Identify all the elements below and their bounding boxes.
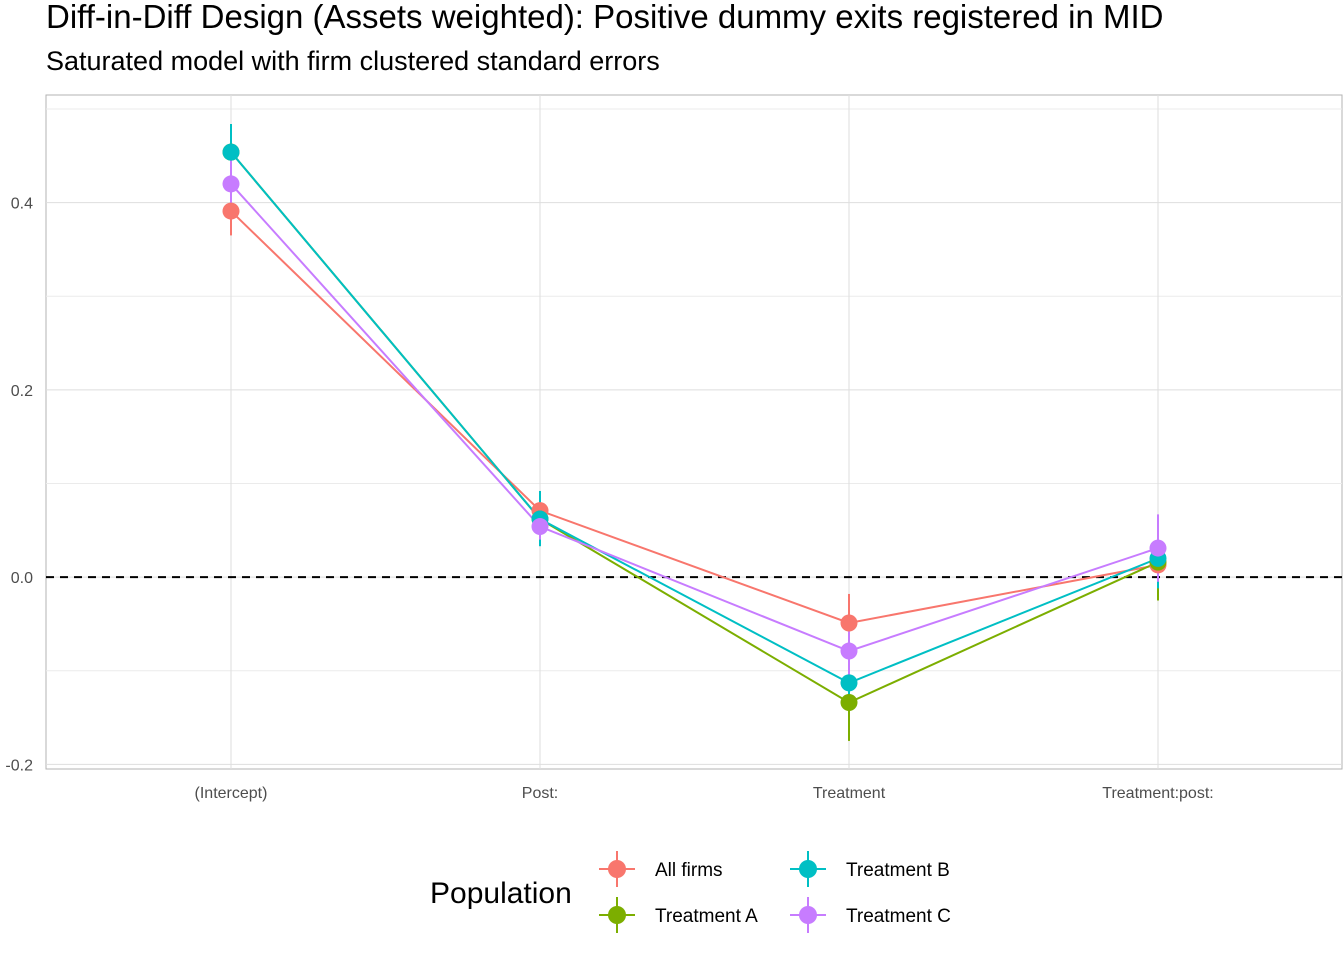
panel-border bbox=[45, 94, 1343, 770]
legend-item-treatment-a: Treatment A bbox=[599, 897, 758, 933]
x-tick-label: Treatment:post: bbox=[1102, 785, 1213, 802]
series-line bbox=[230, 183, 1159, 653]
legend-title: Population bbox=[430, 877, 572, 910]
legend: Population All firms Treatment A Treatment … bbox=[430, 851, 951, 933]
data-point bbox=[840, 614, 858, 632]
series-all-firms bbox=[230, 185, 1159, 652]
legend-key-point bbox=[608, 860, 626, 878]
series-layer bbox=[222, 124, 1167, 741]
data-point bbox=[222, 143, 240, 161]
points-treatment-c bbox=[222, 175, 1167, 660]
series-treatment-b bbox=[230, 124, 1159, 704]
legend-label: Treatment B bbox=[846, 860, 950, 881]
points-treatment-b bbox=[222, 143, 1167, 692]
points-treatment-a bbox=[222, 143, 1167, 712]
chart-title: Diff-in-Diff Design (Assets weighted): P… bbox=[46, 0, 1164, 35]
axis-layer: -0.2 0.0 0.2 0.4 (Intercept) Post: Treatment Tr… bbox=[5, 196, 1213, 802]
legend-key-point bbox=[799, 906, 817, 924]
legend-label: Treatment A bbox=[655, 906, 758, 927]
chart-subtitle: Saturated model with firm clustered stan… bbox=[46, 46, 660, 76]
y-tick-label: 0.2 bbox=[11, 383, 33, 400]
series-line bbox=[230, 210, 1159, 625]
legend-key-point bbox=[608, 906, 626, 924]
data-point bbox=[840, 694, 858, 712]
legend-item-all-firms: All firms bbox=[599, 851, 723, 887]
y-tick-label: 0.4 bbox=[11, 196, 33, 213]
series-line bbox=[230, 151, 1159, 684]
legend-item-treatment-b: Treatment B bbox=[790, 851, 950, 887]
y-tick-label: 0.0 bbox=[11, 570, 33, 587]
data-point bbox=[840, 674, 858, 692]
x-tick-label: (Intercept) bbox=[195, 785, 268, 802]
legend-key-point bbox=[799, 860, 817, 878]
data-point bbox=[840, 642, 858, 660]
series-treatment-a bbox=[230, 124, 1159, 741]
x-tick-label: Treatment bbox=[813, 785, 886, 802]
legend-label: Treatment C bbox=[846, 906, 951, 927]
y-tick-label: -0.2 bbox=[5, 757, 33, 774]
legend-label: All firms bbox=[655, 860, 723, 881]
data-point bbox=[222, 202, 240, 220]
data-point bbox=[1149, 539, 1167, 557]
series-treatment-c bbox=[230, 159, 1159, 676]
x-tick-label: Post: bbox=[522, 785, 558, 802]
legend-item-treatment-c: Treatment C bbox=[790, 897, 951, 933]
series-line bbox=[230, 151, 1159, 704]
data-point bbox=[222, 175, 240, 193]
grid-layer bbox=[45, 94, 1343, 770]
data-point bbox=[531, 518, 549, 536]
